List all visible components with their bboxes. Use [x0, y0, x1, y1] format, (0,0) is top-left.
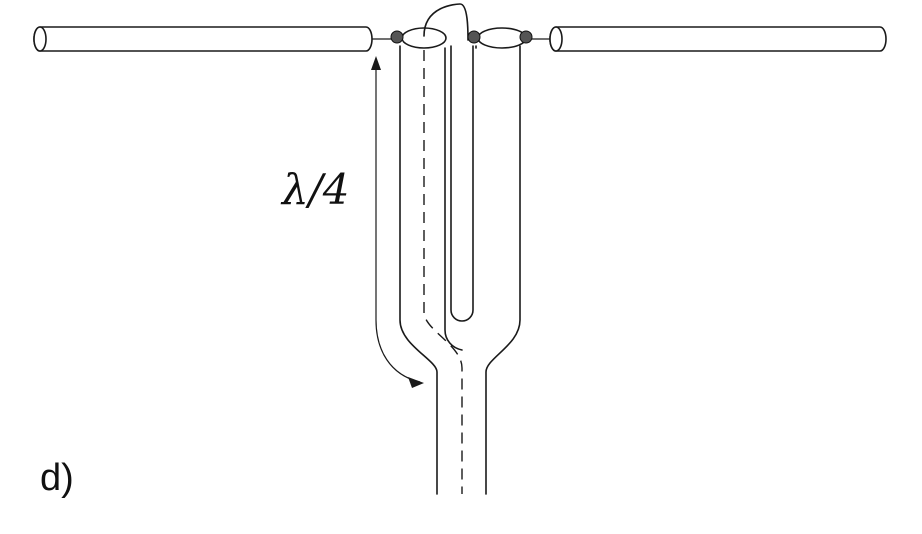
inner-u-fold	[450, 45, 474, 322]
coax-top-loop	[423, 3, 469, 41]
quarter-wave-label: λ/4	[280, 165, 350, 214]
balun-left-outline	[399, 45, 438, 495]
right-solder-point	[519, 30, 533, 44]
arrowhead-down	[408, 377, 424, 388]
left-solder-point	[390, 30, 404, 44]
right-dipole-rod	[549, 26, 887, 52]
panel-label: d)	[40, 457, 74, 499]
quarter-wave-dimension-line	[375, 62, 421, 383]
left-conductor-inner	[444, 47, 463, 351]
center-conductor-dashed	[423, 50, 463, 494]
center-solder-point	[467, 30, 481, 44]
arrowhead-up	[371, 56, 381, 70]
balun-right-outline	[485, 45, 521, 495]
right-coax-end	[477, 27, 527, 49]
left-dipole-rod	[33, 26, 373, 52]
